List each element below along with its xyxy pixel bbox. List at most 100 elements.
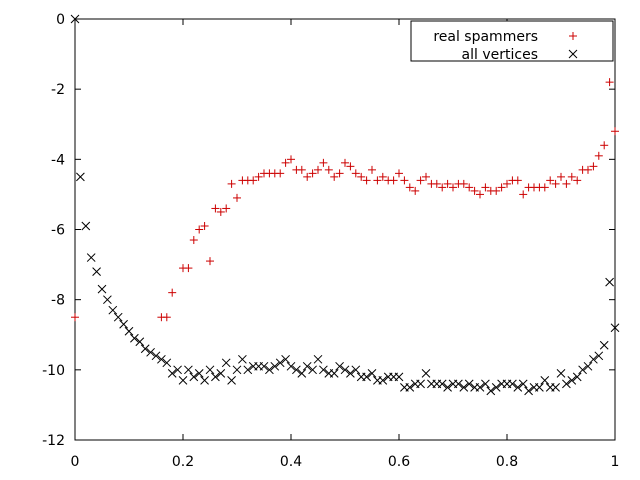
y-axis: 0 -2 -4 -6 -8 -10 -12 — [42, 12, 615, 449]
data-point — [281, 158, 290, 167]
data-point — [103, 295, 112, 305]
data-point — [232, 365, 242, 375]
y-tick-label: 0 — [56, 12, 65, 28]
data-point — [81, 221, 91, 231]
data-point — [443, 179, 452, 188]
data-point — [346, 368, 355, 378]
data-point — [373, 176, 382, 185]
legend-marker-symbol — [568, 49, 578, 59]
legend-label-real-spammers: real spammers — [433, 29, 538, 45]
x-tick-label: 0.6 — [388, 454, 410, 470]
data-point — [481, 183, 490, 192]
data-point — [584, 165, 592, 174]
data-point — [216, 368, 226, 378]
x-tick-label: 0 — [71, 454, 80, 470]
data-point — [546, 176, 555, 185]
data-point — [162, 313, 171, 322]
data-point — [313, 354, 323, 364]
data-point — [368, 165, 376, 174]
legend: real spammers all vertices — [410, 20, 614, 63]
data-point — [351, 365, 361, 375]
data-point — [389, 176, 398, 185]
series-layer — [70, 14, 620, 396]
data-point — [422, 172, 430, 181]
x-tick-label: 0.2 — [172, 454, 194, 470]
data-point — [556, 368, 566, 378]
data-point — [357, 172, 366, 181]
data-point — [421, 368, 431, 378]
data-point — [168, 288, 177, 297]
legend-box — [410, 20, 614, 62]
data-point — [481, 379, 490, 389]
data-point — [227, 179, 236, 188]
data-point — [551, 383, 560, 392]
data-point — [195, 225, 204, 234]
data-point — [97, 284, 107, 294]
data-point — [535, 383, 544, 392]
data-point — [346, 162, 355, 171]
data-point — [319, 158, 328, 167]
data-point — [335, 361, 344, 371]
data-point — [449, 183, 457, 192]
data-point — [378, 376, 388, 385]
data-point — [287, 155, 295, 164]
data-point — [465, 183, 474, 192]
x-tick-label: 0.4 — [280, 454, 302, 470]
data-point — [443, 383, 452, 392]
data-point — [70, 14, 80, 24]
data-point — [319, 365, 328, 375]
data-point — [400, 176, 409, 185]
data-point — [173, 365, 182, 375]
data-point — [189, 372, 199, 382]
data-point — [562, 379, 571, 389]
data-point — [276, 169, 285, 178]
data-point — [524, 386, 533, 396]
data-point — [200, 221, 209, 230]
data-point — [189, 236, 198, 245]
data-point — [265, 365, 274, 375]
data-point — [227, 376, 236, 385]
data-point — [557, 172, 565, 181]
data-point — [86, 253, 96, 262]
data-point — [108, 305, 118, 315]
data-point — [599, 340, 609, 350]
data-point — [492, 186, 501, 195]
data-point — [184, 264, 193, 273]
data-point — [362, 372, 371, 382]
data-point — [573, 176, 582, 185]
data-point — [303, 172, 312, 181]
data-point — [254, 172, 263, 181]
data-point — [605, 78, 614, 87]
legend-label-all-vertices: all vertices — [462, 47, 538, 63]
data-point — [162, 358, 172, 368]
data-point — [216, 207, 225, 216]
data-point — [611, 127, 619, 136]
data-point — [211, 372, 220, 382]
data-point — [513, 383, 523, 392]
data-point — [302, 361, 312, 371]
data-point — [124, 326, 134, 336]
data-point — [395, 169, 403, 178]
data-point — [459, 179, 468, 188]
data-point — [157, 354, 166, 364]
data-point — [476, 190, 484, 199]
data-point — [135, 337, 145, 347]
data-point — [275, 358, 285, 368]
data-point — [362, 176, 371, 185]
data-point — [578, 365, 587, 375]
data-point — [562, 179, 571, 188]
data-point — [92, 267, 101, 276]
data-point — [540, 376, 550, 385]
data-point — [405, 183, 414, 192]
data-point — [470, 186, 479, 195]
y-tick-label: -8 — [51, 293, 65, 309]
data-point — [475, 383, 485, 392]
data-point — [583, 361, 593, 371]
data-point — [330, 172, 339, 181]
data-point — [567, 172, 576, 181]
data-point — [119, 319, 128, 329]
data-point — [503, 179, 511, 188]
data-point — [508, 379, 517, 389]
data-point — [200, 376, 209, 385]
data-point — [411, 186, 420, 195]
